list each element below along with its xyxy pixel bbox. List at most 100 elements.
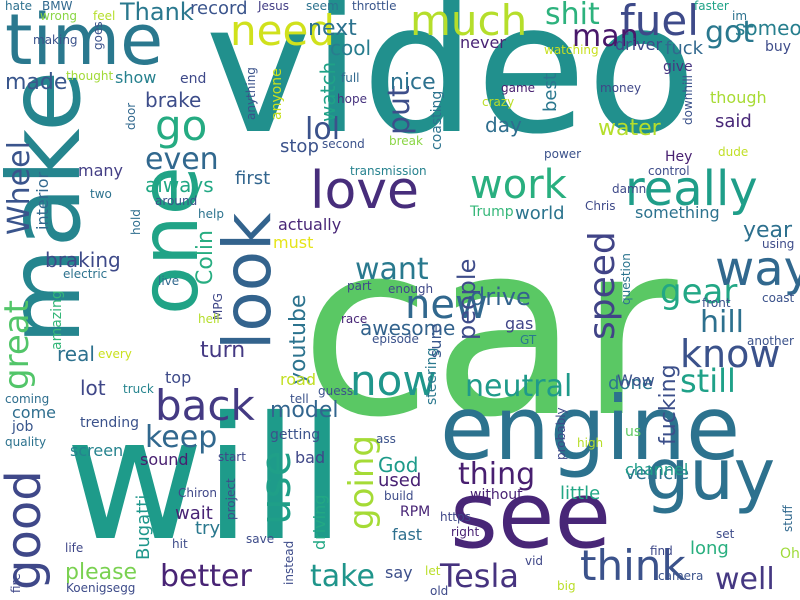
word-seem: seem bbox=[306, 0, 339, 13]
word-really: really bbox=[625, 161, 758, 217]
word-coast: coast bbox=[762, 291, 795, 305]
word-vid: vid bbox=[525, 554, 544, 568]
word-trending: trending bbox=[80, 415, 139, 431]
word-another: another bbox=[747, 334, 794, 348]
word-now: now bbox=[350, 356, 437, 405]
word-thought: thought bbox=[66, 69, 114, 83]
word-used: used bbox=[378, 470, 422, 491]
word-making: making bbox=[33, 33, 78, 47]
word-tesla: Tesla bbox=[440, 557, 519, 595]
word-amazing: amazing bbox=[49, 290, 65, 350]
word-cool: cool bbox=[330, 36, 372, 60]
word-live: live bbox=[158, 274, 180, 288]
word-bad: bad bbox=[295, 448, 326, 467]
word-even: even bbox=[145, 142, 219, 177]
word-episode: episode bbox=[372, 332, 419, 346]
word-hate: hate bbox=[5, 0, 33, 13]
word-full: full bbox=[341, 71, 360, 85]
word-end: end bbox=[180, 71, 207, 87]
word-wheel: Wheel bbox=[2, 141, 37, 235]
word-damn: damn bbox=[612, 182, 647, 196]
word-little: little bbox=[560, 483, 601, 504]
word-best: best bbox=[540, 73, 561, 112]
word-find: find bbox=[650, 544, 673, 558]
word-door: door bbox=[124, 102, 138, 130]
word-getting: getting bbox=[270, 427, 321, 443]
word-around: around bbox=[155, 194, 198, 208]
word-chris: Chris bbox=[585, 199, 616, 213]
word-power: power bbox=[544, 147, 582, 161]
word-faster: faster bbox=[694, 0, 729, 13]
word-watching: watching bbox=[544, 43, 599, 57]
word-new: new bbox=[405, 282, 488, 328]
word-look: look bbox=[209, 212, 286, 350]
word-sound: sound bbox=[140, 450, 189, 469]
word-bmw: BMW bbox=[42, 0, 73, 13]
word-control: control bbox=[648, 164, 690, 178]
word-anyone: anyone bbox=[269, 68, 285, 120]
word-want: want bbox=[355, 252, 429, 287]
word-thing: thing bbox=[458, 457, 536, 492]
word-coming: coming bbox=[5, 392, 50, 406]
word-try: try bbox=[195, 518, 221, 539]
word-brake: brake bbox=[145, 88, 202, 112]
word-us: us bbox=[625, 424, 642, 440]
word-transmission: transmission bbox=[350, 164, 427, 178]
word-going: going bbox=[342, 435, 382, 530]
word-actually: actually bbox=[278, 215, 342, 234]
word-hit: hit bbox=[172, 537, 188, 551]
word-lol: lol bbox=[305, 112, 341, 147]
word-driver: driver bbox=[615, 35, 663, 54]
word-next: next bbox=[308, 16, 357, 41]
word-please: please bbox=[65, 560, 138, 585]
word-fucking: fucking bbox=[656, 364, 681, 445]
word-https: https bbox=[440, 510, 471, 524]
word-need: need bbox=[230, 6, 335, 55]
word-truck: truck bbox=[123, 382, 154, 396]
word-fast: fast bbox=[392, 525, 423, 544]
word-tell: tell bbox=[290, 392, 309, 406]
word-stop: stop bbox=[280, 136, 319, 157]
word-interior: interior bbox=[33, 171, 52, 230]
word-watch: watch bbox=[316, 61, 340, 122]
word-say: say bbox=[385, 563, 413, 582]
word-let: let bbox=[425, 564, 441, 578]
word-year: year bbox=[743, 218, 793, 243]
word-right: right bbox=[451, 525, 480, 539]
word-god: God bbox=[378, 453, 419, 477]
word-every: every bbox=[98, 347, 132, 361]
word-crazy: crazy bbox=[482, 95, 515, 109]
word-something: something bbox=[635, 203, 720, 222]
word-take: take bbox=[310, 559, 375, 594]
word-gear: gear bbox=[660, 272, 738, 312]
word-wow: Wow bbox=[617, 371, 655, 390]
word-part: part bbox=[347, 279, 372, 293]
word-feel: feel bbox=[93, 9, 116, 23]
word-good: good bbox=[0, 470, 52, 590]
word-jesus: Jesus bbox=[258, 0, 290, 13]
word-top: top bbox=[165, 368, 192, 387]
word-fuck: fuck bbox=[665, 38, 704, 59]
word-throttle: throttle bbox=[352, 0, 397, 13]
word-guess: guess bbox=[318, 384, 354, 398]
word-driving: driving bbox=[310, 494, 329, 550]
word-car: car bbox=[300, 190, 678, 470]
word-much: much bbox=[410, 0, 528, 45]
word-instead: instead bbox=[282, 540, 296, 585]
word-high: high bbox=[577, 436, 604, 450]
word-back: back bbox=[155, 381, 255, 430]
word-show: show bbox=[115, 68, 157, 87]
word-never: never bbox=[460, 33, 506, 52]
word-great: great bbox=[0, 300, 37, 390]
word-gas: gas bbox=[505, 314, 534, 333]
word-give: give bbox=[663, 59, 693, 75]
word-hope: hope bbox=[337, 92, 367, 106]
word-hey: Hey bbox=[665, 149, 693, 165]
word-front: front bbox=[702, 296, 731, 310]
word-thank: Thank bbox=[120, 0, 194, 26]
word-got: got bbox=[705, 15, 755, 50]
word-many: many bbox=[78, 161, 123, 180]
word-without: without bbox=[470, 487, 523, 503]
word-real: real bbox=[57, 342, 95, 366]
